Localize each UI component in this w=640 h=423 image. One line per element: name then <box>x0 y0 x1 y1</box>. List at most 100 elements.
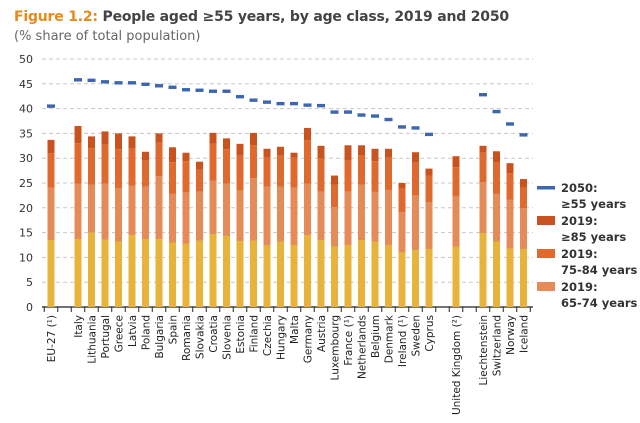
bar-segment <box>385 245 392 307</box>
y-tick-label: 45 <box>19 78 33 91</box>
bar-segment <box>371 161 379 192</box>
bar-segment <box>223 183 230 237</box>
bar-segment <box>304 127 311 141</box>
bar-segment <box>493 151 500 163</box>
bar-segment <box>398 252 406 307</box>
y-tick-label: 50 <box>19 53 33 66</box>
bar-segment <box>479 152 487 183</box>
bar-segment <box>128 235 136 307</box>
x-tick-label: Liechtenstein <box>478 315 490 386</box>
bar-segment <box>169 242 176 307</box>
line-marker-2050 <box>344 110 352 114</box>
bar-segment <box>412 152 419 163</box>
line-marker-2050 <box>87 78 96 83</box>
bar-segment <box>250 132 257 146</box>
bar-segment <box>304 183 311 236</box>
bar-segment <box>88 184 95 233</box>
bar-segment <box>277 241 284 307</box>
bar-segment <box>412 162 419 196</box>
bar-segment <box>47 139 55 154</box>
bar-segment <box>452 167 460 197</box>
legend-label-year: 2019: <box>561 214 598 228</box>
line-marker-2050 <box>249 98 258 102</box>
bar-segment <box>196 240 203 307</box>
bar-segment <box>385 148 392 158</box>
bar-segment <box>182 243 190 307</box>
bar-segment <box>358 145 365 156</box>
line-marker-2050 <box>263 100 271 104</box>
bar-segment <box>250 145 257 179</box>
bar-segment <box>371 241 379 307</box>
bar-segment <box>520 248 527 307</box>
bar-segment <box>128 185 136 236</box>
legend-label-year: 2050: <box>561 181 598 195</box>
bar-segment <box>182 192 190 244</box>
bar-segment <box>47 187 55 241</box>
bar-segment <box>506 199 514 249</box>
bar-segment <box>479 233 487 307</box>
bar-segment <box>290 157 298 188</box>
bar-segment <box>331 246 338 307</box>
bar-segment <box>398 188 406 213</box>
line-marker-2050 <box>303 103 312 107</box>
line-marker-2050 <box>155 84 163 88</box>
line-marker-2050 <box>182 88 190 92</box>
y-tick-label: 40 <box>19 103 33 116</box>
bar-segment <box>263 186 271 245</box>
legend-swatch <box>537 186 555 190</box>
legend-label-year: 2019: <box>561 280 598 294</box>
bar-segment <box>101 131 109 145</box>
bar-segment <box>290 152 298 158</box>
bar-segment <box>263 157 271 187</box>
legend-label: ≥85 years <box>561 230 626 244</box>
bar-segment <box>128 136 136 149</box>
bar-segment <box>290 245 298 307</box>
bar-segment <box>331 175 338 185</box>
line-marker-2050 <box>222 89 231 93</box>
figure-number: Figure 1.2: <box>14 9 98 25</box>
line-marker-2050 <box>492 109 501 114</box>
bar-segment <box>115 149 122 188</box>
bar-segment <box>425 248 433 307</box>
line-marker-2050 <box>276 101 285 106</box>
bar-segment <box>358 240 365 307</box>
x-tick-label: Bulgaria <box>154 315 166 359</box>
bar-segment <box>331 207 338 247</box>
bar-segment <box>371 191 379 242</box>
line-marker-2050 <box>317 103 325 108</box>
bar-segment <box>223 149 230 184</box>
bar-segment <box>142 239 149 307</box>
line-marker-2050 <box>141 82 150 86</box>
x-tick-label: United Kingdom (²) <box>451 315 463 415</box>
legend-swatch <box>537 282 555 291</box>
x-tick-label: Lithuania <box>87 315 99 364</box>
x-tick-label: Cyprus <box>424 315 436 352</box>
bar-segment <box>331 184 338 208</box>
bar-segment <box>74 239 82 307</box>
line-marker-2050 <box>357 113 366 117</box>
line-marker-2050 <box>114 81 123 85</box>
x-tick-label: Norway <box>505 315 517 355</box>
bar-segment <box>128 148 136 186</box>
bar-segment <box>209 143 217 181</box>
bar-segment <box>520 179 527 188</box>
bar-segment <box>236 190 244 242</box>
bar-segment <box>304 140 311 184</box>
bar-segment <box>358 155 365 185</box>
bar-segment <box>169 147 176 163</box>
bar-segment <box>263 245 271 307</box>
x-tick-label: Luxembourg <box>330 315 342 380</box>
line-marker-2050 <box>168 85 177 89</box>
bar-segment <box>520 187 527 209</box>
line-marker-2050 <box>236 94 244 99</box>
bar-segment <box>317 240 325 307</box>
bar-segment <box>209 180 217 235</box>
line-marker-2050 <box>47 104 55 108</box>
bar-segment <box>263 148 271 158</box>
bar-segment <box>223 138 230 150</box>
legend-label-year: 2019: <box>561 247 598 261</box>
bar-segment <box>452 196 460 247</box>
bar-segment <box>155 176 163 240</box>
legend-swatch <box>537 249 555 258</box>
